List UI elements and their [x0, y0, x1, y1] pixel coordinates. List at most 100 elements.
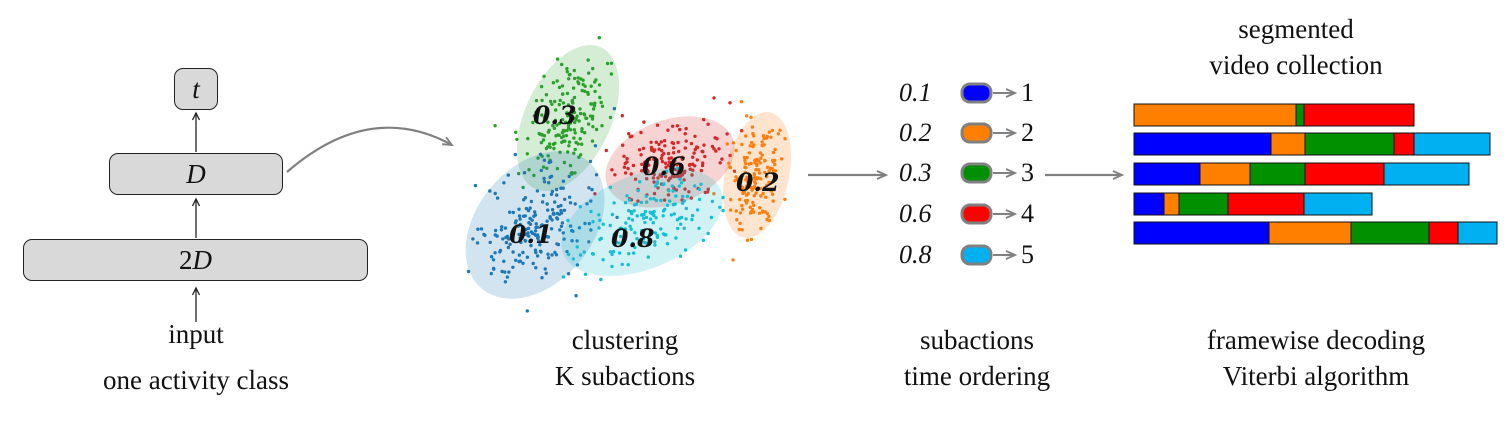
cluster-point [534, 250, 538, 255]
segment [1304, 132, 1395, 156]
cluster-point [625, 160, 629, 164]
cluster-point [575, 239, 579, 243]
segmentation-title-line1: segmented [1238, 14, 1354, 44]
cluster-point [566, 103, 571, 107]
ordering-index: 3 [1021, 158, 1034, 187]
cluster-point [700, 163, 705, 168]
cluster-point [639, 130, 643, 135]
network-caption: one activity class [103, 365, 289, 395]
cluster-point [639, 153, 643, 157]
clustering-caption-line1: clustering [571, 325, 679, 355]
cluster-point [752, 210, 756, 214]
cluster-point [577, 226, 582, 230]
cluster-point [685, 194, 690, 199]
cluster-point [652, 149, 656, 153]
cluster-point [682, 226, 686, 230]
cluster-point [549, 192, 554, 196]
cluster-point [502, 181, 506, 185]
cluster-point [626, 263, 630, 267]
cluster-point [499, 228, 504, 232]
cluster-point [537, 239, 541, 243]
cluster-point [682, 199, 686, 203]
cluster-point [644, 194, 648, 198]
cluster-point [767, 214, 771, 219]
cluster-point [564, 133, 569, 138]
cluster-point [684, 126, 688, 131]
cluster-point [667, 160, 671, 164]
cluster-point [539, 84, 544, 89]
cluster-point [631, 163, 636, 168]
cluster-point [524, 227, 528, 231]
cluster-point [495, 234, 499, 238]
cluster-point [525, 152, 529, 156]
cluster-point [642, 240, 647, 245]
cluster-point [554, 108, 558, 112]
cluster-point [745, 175, 749, 179]
cluster-point [612, 106, 617, 111]
cluster-point [760, 153, 764, 157]
cluster-point [625, 194, 629, 198]
cluster-point [736, 177, 740, 181]
cluster-point [565, 111, 569, 115]
cluster-point [542, 176, 546, 181]
cluster-point [600, 124, 604, 128]
output-node: t [174, 68, 218, 110]
cluster-point [687, 163, 692, 167]
cluster-point [574, 118, 578, 122]
cluster-point [522, 171, 527, 175]
cluster-point [732, 169, 737, 173]
cluster-point [583, 272, 588, 276]
cluster-point [647, 157, 652, 162]
cluster-point [744, 185, 748, 189]
cluster-point [605, 61, 610, 66]
cluster-point [659, 174, 664, 178]
cluster-point [542, 158, 547, 162]
cluster-point [757, 171, 762, 175]
cluster-point [739, 100, 744, 104]
cluster-point [557, 85, 562, 90]
cluster-point [589, 102, 593, 106]
cluster-point [534, 222, 538, 226]
cluster-point [768, 166, 773, 170]
hidden-layer-label: D [186, 158, 206, 189]
cluster-point [643, 220, 647, 225]
cluster-point [652, 157, 656, 161]
cluster-point [597, 83, 602, 87]
cluster-point [534, 110, 538, 115]
cluster-point [591, 220, 595, 224]
cluster-point [738, 211, 743, 215]
cluster-point [551, 211, 556, 215]
cluster-point [740, 174, 745, 178]
cluster-point [560, 62, 564, 67]
cluster-point [712, 147, 716, 151]
cluster-point [664, 233, 668, 237]
cluster-point [590, 187, 594, 192]
cluster-point [598, 218, 602, 222]
cluster-point [580, 129, 584, 134]
cluster-point [555, 242, 559, 246]
cluster-point [717, 147, 721, 151]
cluster-point [703, 154, 707, 159]
cluster-point [540, 200, 545, 204]
cluster-point [676, 140, 680, 145]
cluster-point [541, 165, 546, 169]
cluster-point [534, 266, 538, 270]
ordering-value: 0.6 [899, 199, 932, 228]
cluster-point [534, 98, 539, 103]
cluster-point [569, 171, 573, 176]
cluster-point [526, 136, 530, 141]
subaction-pill [960, 162, 993, 184]
cluster-point [591, 107, 596, 111]
cluster-point [643, 209, 648, 214]
cluster-point [654, 198, 658, 203]
cluster-point [591, 66, 595, 71]
cluster-point [642, 216, 646, 220]
cluster-point [544, 93, 549, 97]
cluster-point [627, 208, 631, 213]
cluster-point [561, 101, 566, 105]
cluster-point [558, 150, 562, 154]
cluster-point [678, 169, 682, 173]
cluster-point [764, 195, 768, 199]
cluster-point [567, 174, 571, 179]
